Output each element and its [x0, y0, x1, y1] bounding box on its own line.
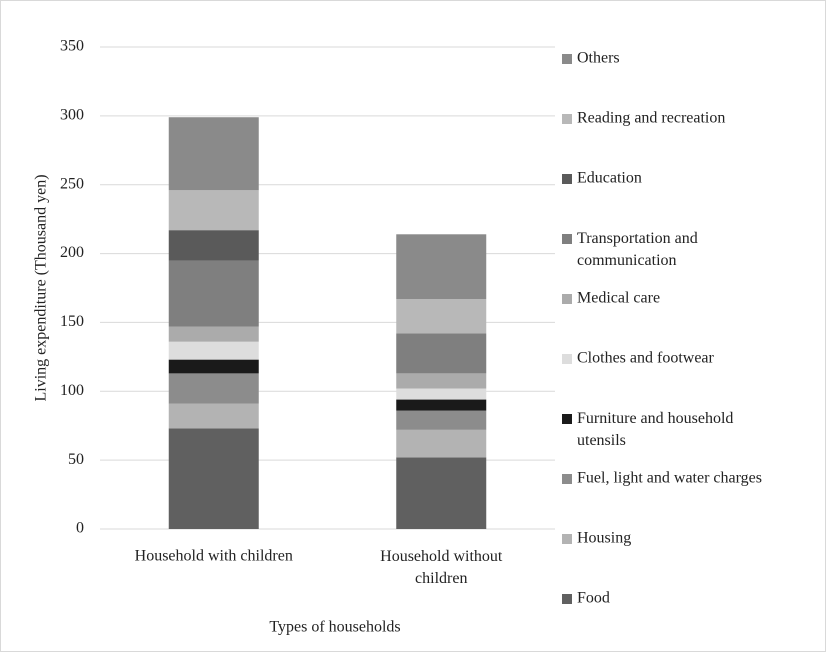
bar-segment — [396, 388, 487, 400]
y-tick-label: 350 — [60, 38, 84, 55]
bar-segment — [168, 117, 259, 191]
bar-segment — [396, 457, 487, 529]
legend-swatch — [562, 54, 572, 64]
legend-label: Education — [577, 170, 642, 187]
text-line: Household without — [380, 548, 503, 565]
y-tick-label: 250 — [60, 175, 84, 192]
legend-swatch — [562, 414, 572, 424]
y-tick-label: 50 — [68, 451, 84, 468]
x-tick-label: Household with children — [135, 548, 293, 565]
bar-segment — [168, 403, 259, 429]
legend-label: Food — [577, 590, 610, 607]
text-line: communication — [577, 252, 677, 269]
bar-segment — [396, 299, 487, 334]
text-line: Furniture and household — [577, 410, 733, 427]
bar-segment — [168, 359, 259, 374]
text-line: utensils — [577, 432, 626, 449]
bar-segment — [396, 234, 487, 300]
bar-segment — [396, 373, 487, 389]
text-line: children — [415, 570, 467, 587]
y-tick-label: 150 — [60, 313, 84, 330]
legend-swatch — [562, 174, 572, 184]
y-tick-label: 100 — [60, 382, 84, 399]
y-tick-label: 300 — [60, 107, 84, 124]
legend-label: Transportation and communication — [577, 230, 698, 269]
bar-segment — [396, 429, 487, 458]
y-tick-label: 200 — [60, 244, 84, 261]
legend-label: Fuel, light and water charges — [577, 470, 762, 487]
legend-swatch — [562, 114, 572, 124]
x-axis-label: Types of households — [269, 619, 400, 636]
y-axis-label: Living expenditure (Thousand yen) — [33, 174, 50, 401]
x-tick-label: Household without children — [380, 548, 503, 587]
legend-swatch — [562, 534, 572, 544]
bar-segment — [168, 428, 259, 529]
legend-swatch — [562, 354, 572, 364]
bar-segment — [168, 190, 259, 231]
legend-swatch — [562, 234, 572, 244]
legend-label: Furniture and household utensils — [577, 410, 733, 449]
legend-swatch — [562, 474, 572, 484]
bar-segment — [168, 373, 259, 404]
y-tick-label: 0 — [76, 520, 84, 537]
bar-segment — [396, 399, 487, 411]
bar-segment — [168, 260, 259, 327]
legend-label: Medical care — [577, 290, 660, 307]
text-line: Transportation and — [577, 230, 698, 247]
bar-segment — [168, 341, 259, 360]
legend-swatch — [562, 594, 572, 604]
legend-swatch — [562, 294, 572, 304]
bar-segment — [396, 333, 487, 374]
legend-label: Reading and recreation — [577, 110, 725, 127]
legend-label: Others — [577, 50, 620, 67]
legend-label: Clothes and footwear — [577, 350, 715, 367]
legend-label: Housing — [577, 530, 631, 547]
bar-segment — [396, 410, 487, 430]
bar-segment — [168, 326, 259, 342]
bar-segment — [168, 230, 259, 261]
